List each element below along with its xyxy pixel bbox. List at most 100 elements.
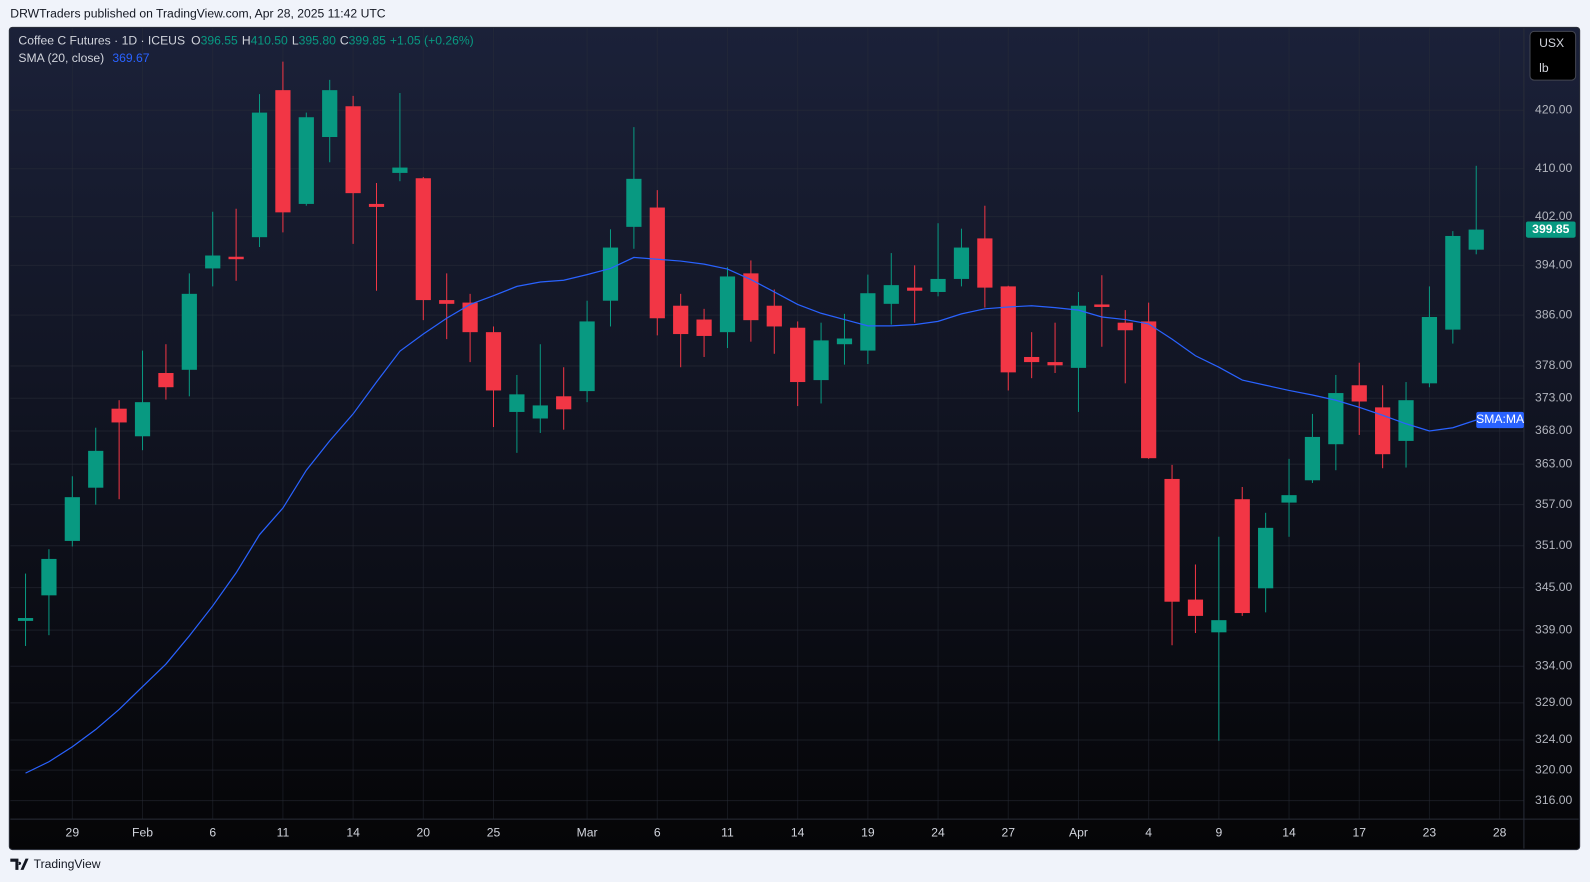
x-tick-label: 14 (1282, 826, 1296, 840)
x-tick-label: 23 (1423, 826, 1437, 840)
candle-body (907, 287, 923, 291)
y-tick-label: 334.00 (1535, 658, 1572, 672)
candle-body (696, 319, 712, 336)
candle-body (1187, 599, 1204, 616)
candle-body (673, 305, 689, 335)
y-tick-label: 351.00 (1535, 538, 1572, 552)
candle-body (883, 285, 899, 304)
candle-body (485, 332, 502, 391)
candle-body (766, 305, 782, 327)
ohlc-key: L (292, 34, 299, 48)
candle-body (836, 338, 853, 345)
x-tick-label: 11 (277, 826, 290, 840)
ohlc-key: C (340, 34, 349, 48)
candle-body (1024, 356, 1040, 363)
y-tick-label: 345.00 (1535, 580, 1572, 594)
candle-body (228, 256, 244, 260)
candle-body (743, 273, 759, 321)
candle-body (1094, 304, 1110, 307)
candle-body (322, 90, 338, 138)
y-tick-label: 339.00 (1535, 622, 1572, 636)
candle-body (930, 278, 946, 292)
candle-body (88, 450, 104, 488)
candle-body (1351, 385, 1367, 402)
indicator-name: SMA (20, close) (18, 51, 104, 65)
candle-body (1328, 393, 1344, 445)
x-tick-label: Feb (132, 826, 153, 840)
brand-name: TradingView (34, 857, 101, 871)
candle-body (64, 497, 80, 541)
candle-body (1398, 400, 1414, 441)
candle-body (977, 238, 993, 288)
candle-body (579, 321, 595, 392)
candle-body (275, 90, 291, 213)
candle-body (345, 106, 361, 194)
candle-body (790, 327, 806, 383)
candle-body (1164, 478, 1180, 602)
candle-body (1445, 235, 1461, 330)
y-tick-label: 402.00 (1535, 209, 1572, 223)
candle-body (719, 276, 736, 333)
x-tick-label: 4 (1145, 826, 1152, 840)
x-tick-label: 19 (861, 826, 875, 840)
candle-body (1211, 620, 1227, 633)
axes: 316.00 320.00 324.00 329.00 334.00 339.00 345.… (66, 103, 1576, 840)
candle-body (813, 340, 829, 381)
x-tick-label: 14 (346, 826, 360, 840)
y-tick-label: 320.00 (1535, 762, 1572, 776)
candle-body (1421, 317, 1438, 384)
y-tick-label: 363.00 (1535, 456, 1572, 470)
x-tick-label: Apr (1069, 826, 1088, 840)
indicator-value: 369.67 (112, 51, 149, 65)
ohlc-value: 395.80 (299, 34, 336, 48)
x-tick-label: 20 (417, 826, 431, 840)
x-tick-label: 6 (654, 826, 661, 840)
candle-body (1375, 407, 1391, 455)
y-tick-label: 420.00 (1535, 103, 1572, 117)
candle-body (1000, 286, 1016, 373)
ohlc-value: 399.85 (349, 34, 386, 48)
candle-body (1234, 499, 1250, 614)
candle-body (532, 405, 548, 419)
candle-body (626, 178, 642, 227)
candle-body (111, 408, 127, 423)
indicator-legend: SMA (20, close) 369.67 (18, 51, 149, 65)
sma-tag-label: SMA:MA (1476, 412, 1525, 426)
logo-glyph (10, 858, 29, 870)
candle-body (181, 293, 197, 370)
candle-body (1304, 436, 1321, 481)
candle-body (205, 255, 221, 269)
change-value: +1.05 (+0.26%) (390, 34, 474, 48)
symbol-title: Coffee C Futures · 1D · ICEUS (18, 34, 185, 48)
unit-measure: lb (1539, 61, 1549, 75)
candle-body (1281, 495, 1297, 503)
unit-box[interactable] (1529, 30, 1577, 81)
candle-body (1468, 229, 1484, 250)
ohlc-value: 410.50 (251, 34, 288, 48)
candle-body (134, 402, 151, 437)
y-tick-label: 394.00 (1535, 258, 1572, 272)
chart-panel (8, 26, 1581, 851)
candle-body (17, 618, 34, 621)
grid (10, 27, 1524, 820)
candle-body (462, 302, 478, 333)
publisher-line: DRWTraders published on TradingView.com,… (10, 6, 385, 20)
candle-body (509, 394, 525, 412)
y-tick-label: 316.00 (1535, 793, 1572, 807)
ohlc-key: O (191, 34, 200, 48)
candle-body (368, 203, 385, 207)
candle-body (602, 247, 619, 301)
ohlc-value: 396.55 (201, 34, 238, 48)
candle-body (158, 373, 174, 388)
ohlc-key: H (242, 34, 251, 48)
last-price-label: 399.85 (1532, 222, 1569, 236)
candle-body (649, 207, 665, 319)
x-tick-label: Mar (577, 826, 598, 840)
candle-body (1141, 321, 1157, 459)
x-tick-label: 27 (1001, 826, 1015, 840)
y-tick-label: 329.00 (1535, 695, 1572, 709)
plot (17, 61, 1484, 774)
y-tick-label: 357.00 (1535, 497, 1572, 511)
